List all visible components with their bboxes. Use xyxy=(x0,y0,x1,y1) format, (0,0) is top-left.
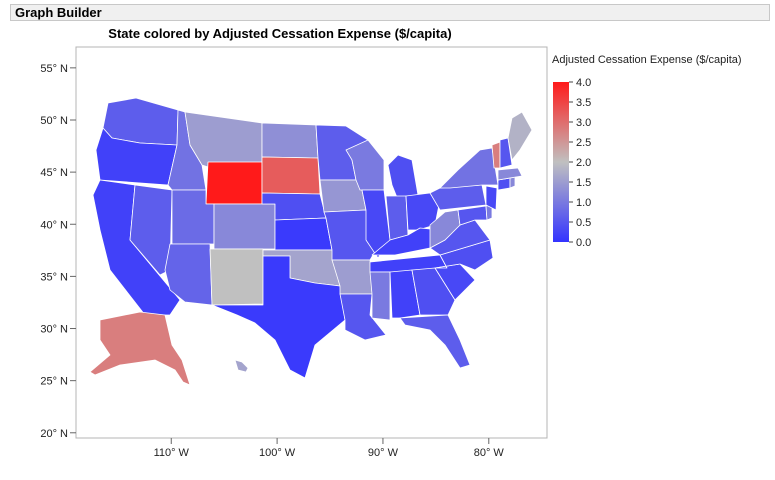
legend-ticks: 4.0 3.5 3.0 2.5 2.0 1.5 1.0 0.5 0.0 xyxy=(569,77,591,249)
legend-tick-label: 0.0 xyxy=(576,237,591,249)
y-tick-label: 25° N xyxy=(40,376,68,388)
y-axis: 55° N 50° N 45° N 40° N 35° N 30° N 25° N 20° N xyxy=(40,63,76,440)
state-maryland[interactable]: Maryland xyxy=(457,205,488,226)
y-tick-label: 20° N xyxy=(40,428,68,440)
state-hawaii[interactable]: Hawaii xyxy=(234,359,249,373)
state-florida[interactable]: Florida xyxy=(399,314,471,369)
y-tick-label: 50° N xyxy=(40,115,68,127)
legend-tick-label: 0.5 xyxy=(576,217,591,229)
x-tick-label: 110° W xyxy=(154,447,190,459)
x-axis: 110° W 100° W 90° W 80° W xyxy=(154,438,505,459)
graph-builder-title: Graph Builder xyxy=(15,5,102,20)
y-tick-label: 35° N xyxy=(40,271,68,283)
y-tick-label: 55° N xyxy=(40,63,68,75)
y-tick-label: 45° N xyxy=(40,167,68,179)
state-new-jersey[interactable]: New Jersey xyxy=(485,185,498,211)
state-alaska[interactable]: Alaska xyxy=(89,311,191,386)
state-rhode-island[interactable]: Rhode Island xyxy=(509,176,516,189)
state-arizona[interactable]: Arizona xyxy=(164,243,213,306)
y-tick-label: 30° N xyxy=(40,324,68,336)
state-new-mexico[interactable]: New Mexico xyxy=(209,248,264,306)
legend-tick-label: 1.0 xyxy=(576,197,591,209)
state-north-carolina[interactable]: North Carolina xyxy=(434,239,494,271)
state-colorado[interactable]: Colorado xyxy=(213,203,276,250)
legend-gradient xyxy=(553,82,569,242)
x-tick-label: 90° W xyxy=(368,447,399,459)
states-layer: WashingtonOregonCaliforniaNevadaIdahoMon… xyxy=(89,97,533,386)
state-maine[interactable]: Maine xyxy=(507,111,533,161)
x-tick-label: 100° W xyxy=(259,447,296,459)
chart-title: State colored by Adjusted Cessation Expe… xyxy=(108,26,452,41)
state-nevada[interactable]: Nevada xyxy=(129,184,173,276)
x-tick-label: 80° W xyxy=(474,447,505,459)
state-pennsylvania[interactable]: Pennsylvania xyxy=(429,184,487,211)
graph-builder-header[interactable]: Graph Builder xyxy=(10,4,770,21)
legend-tick-label: 1.5 xyxy=(576,177,591,189)
state-alabama[interactable]: Alabama xyxy=(389,269,421,319)
state-massachusetts[interactable]: Massachusetts xyxy=(497,167,523,181)
state-mississippi[interactable]: Mississippi xyxy=(369,271,391,321)
state-north-dakota[interactable]: North Dakota xyxy=(261,122,319,159)
state-illinois[interactable]: Illinois xyxy=(361,189,391,259)
legend-tick-label: 2.5 xyxy=(576,137,591,149)
state-kansas[interactable]: Kansas xyxy=(274,217,333,251)
state-georgia[interactable]: Georgia xyxy=(411,267,456,316)
y-tick-label: 40° N xyxy=(40,219,68,231)
legend-tick-label: 2.0 xyxy=(576,157,591,169)
legend-tick-label: 4.0 xyxy=(576,77,591,89)
state-south-dakota[interactable]: South Dakota xyxy=(261,156,321,195)
state-indiana[interactable]: Indiana xyxy=(385,195,409,241)
legend-title: Adjusted Cessation Expense ($/capita) xyxy=(552,54,742,66)
state-wyoming[interactable]: Wyoming xyxy=(205,161,263,205)
legend-tick-label: 3.5 xyxy=(576,97,591,109)
legend-tick-label: 3.0 xyxy=(576,117,591,129)
